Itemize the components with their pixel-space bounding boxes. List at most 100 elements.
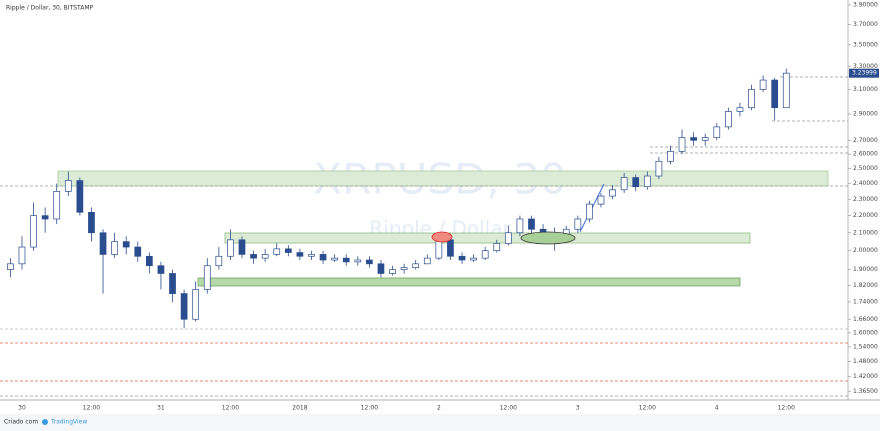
candle-body: [586, 203, 593, 220]
candle-body: [18, 246, 26, 265]
y-tick-label: 2.20000: [853, 212, 878, 219]
candle-body: [667, 150, 674, 162]
candle-body: [678, 137, 686, 152]
candle-body: [238, 239, 246, 255]
y-tick-label: 2.50000: [853, 165, 878, 172]
candle-body: [30, 215, 37, 248]
y-tick-label: 2.40000: [853, 180, 878, 187]
candle-body: [215, 255, 223, 267]
markers: [431, 231, 576, 245]
candle-body: [180, 293, 188, 320]
candle-body: [53, 191, 61, 220]
candle-body: [41, 215, 49, 220]
x-tick-label: 31: [157, 405, 165, 412]
candle-body: [412, 263, 420, 269]
candle-body: [146, 255, 153, 267]
y-tick-label: 1.54000: [853, 343, 878, 350]
candles: [7, 68, 790, 329]
candle-body: [597, 195, 605, 205]
y-tick-label: 2.10000: [853, 229, 878, 236]
candle-body: [134, 246, 142, 257]
candle-body: [122, 241, 130, 248]
candle-body: [632, 177, 640, 188]
candle-body: [782, 72, 790, 109]
candle-body: [308, 254, 315, 257]
candle-body: [504, 232, 512, 244]
y-tick-label: 1.48000: [853, 358, 878, 365]
zone: [197, 277, 741, 287]
footer: [0, 414, 880, 431]
candle-body: [7, 263, 14, 270]
candle-body: [250, 254, 257, 259]
y-tick-label: 1.82000: [853, 282, 878, 289]
drawings: [0, 76, 848, 397]
candle-body: [366, 259, 373, 265]
x-tick-label: 12:00: [639, 405, 656, 412]
candle-body: [435, 239, 443, 259]
last-price-box: [849, 68, 879, 78]
candle-body: [447, 239, 454, 257]
x-tick-label: 3: [576, 405, 580, 412]
zone: [224, 232, 751, 244]
candle-body: [493, 243, 501, 252]
y-tick-label: 3.50000: [853, 41, 878, 48]
candle-body: [528, 218, 535, 230]
y-tick-label: 1.60000: [853, 329, 878, 336]
candle-body: [713, 126, 721, 138]
candle-body: [690, 137, 697, 141]
candle-body: [342, 257, 350, 263]
y-tick-label: 1.90000: [853, 266, 878, 273]
y-tick-label: 3.30000: [853, 63, 878, 70]
candle-body: [64, 180, 72, 192]
candle-body: [331, 257, 338, 261]
candle-body: [227, 239, 234, 257]
candle-body: [609, 189, 616, 197]
candle-body: [423, 257, 431, 265]
candle-body: [470, 257, 477, 261]
x-tick-label: 12:00: [361, 405, 378, 412]
x-tick-label: 12:00: [500, 405, 517, 412]
y-tick-label: 2.90000: [853, 110, 878, 117]
x-tick-label: 2: [437, 405, 441, 412]
y-tick-label: 3.90000: [853, 1, 878, 8]
candle-body: [736, 107, 744, 112]
candle-body: [99, 232, 107, 255]
candle-body: [701, 137, 709, 141]
candle-body: [76, 180, 84, 213]
candle-body: [354, 259, 362, 263]
candle-body: [748, 89, 755, 109]
candle-body: [88, 211, 95, 234]
candle-body: [620, 177, 628, 191]
last-price-label: 3.23999: [852, 70, 877, 77]
candle-body: [203, 265, 211, 290]
candle-body: [759, 79, 767, 90]
marker: [520, 231, 576, 245]
x-tick-label: 12:00: [778, 405, 795, 412]
brand-icon: [42, 419, 48, 425]
y-tick-label: 1.66000: [853, 316, 878, 323]
candle-body: [643, 175, 651, 188]
candle-body: [157, 265, 165, 274]
candle-body: [296, 252, 304, 257]
candle-body: [192, 289, 200, 320]
candle-body: [284, 248, 292, 253]
y-tick-label: 3.10000: [853, 86, 878, 93]
candle-body: [319, 254, 327, 261]
footer-text: Criado com: [4, 419, 38, 426]
y-tick-label: 1.36500: [853, 388, 878, 395]
candle-body: [725, 111, 732, 128]
y-tick-label: 2.00000: [853, 247, 878, 254]
candle-body: [273, 248, 281, 255]
y-tick-label: 2.30000: [853, 196, 878, 203]
y-tick-label: 2.70000: [853, 137, 878, 144]
candle-body: [771, 79, 779, 109]
candle-body: [111, 241, 118, 255]
candle-body: [481, 250, 489, 259]
x-tick-label: 30: [18, 405, 26, 412]
candle-body: [169, 273, 176, 294]
marker: [431, 231, 453, 243]
chart-title: Ripple / Dollar, 30, BITSTAMP: [6, 5, 94, 12]
x-tick-label: 12:00: [83, 405, 100, 412]
footer-brand[interactable]: TradingView: [50, 419, 87, 426]
